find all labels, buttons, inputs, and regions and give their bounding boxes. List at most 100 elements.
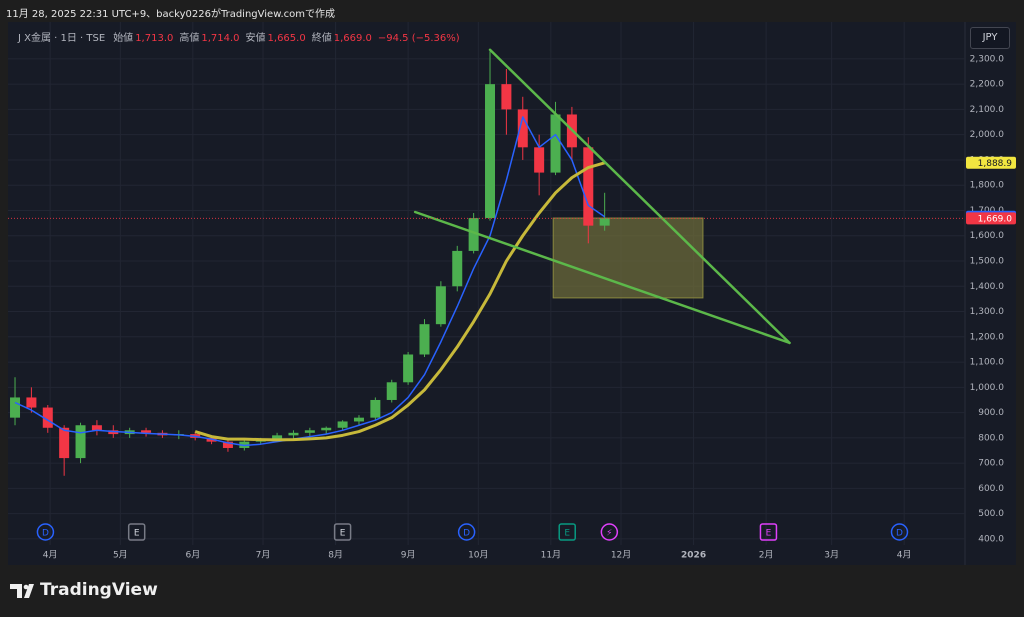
legend-text: 高値 <box>179 33 200 44</box>
x-tick-label: 12月 <box>611 550 631 561</box>
event-label: E <box>766 529 772 539</box>
event-label: E <box>134 529 140 539</box>
x-tick-label: 2026 <box>681 551 706 561</box>
x-tick-label: 8月 <box>328 550 343 561</box>
candle-body <box>304 430 315 433</box>
caption: 11月 28, 2025 22:31 UTC+9、backy0226がTradi… <box>6 9 335 20</box>
y-tick-label: 2,300.0 <box>970 54 1005 64</box>
event-label: ⚡ <box>606 529 612 539</box>
y-tick-label: 600.0 <box>978 484 1004 494</box>
y-tick-label: 2,000.0 <box>970 130 1005 140</box>
x-tick-label: 5月 <box>113 550 128 561</box>
event-icon <box>36 523 55 541</box>
x-tick-label: 3月 <box>824 550 839 561</box>
legend-text: 1,713.0 <box>135 33 174 44</box>
y-tick-label: 1,300.0 <box>970 307 1005 317</box>
candle-body <box>534 147 545 173</box>
candle-body <box>550 114 561 173</box>
event-label: D <box>463 529 470 539</box>
candle-body <box>42 407 53 428</box>
candle-body <box>485 84 496 219</box>
trend-line <box>488 48 791 345</box>
x-tick-label: 10月 <box>468 550 488 561</box>
candle-body <box>583 147 594 226</box>
logo-mark <box>10 584 34 598</box>
candle-body <box>321 427 332 431</box>
y-tick-label: 2,100.0 <box>970 105 1005 115</box>
legend-text: −94.5 (−5.36%) <box>377 33 460 44</box>
candle-body <box>386 382 397 400</box>
price-tag-label: 1,888.9 <box>978 159 1013 169</box>
legend-text: 始値 <box>113 33 134 44</box>
legend-text: 1,665.0 <box>267 33 306 44</box>
legend-text: 終値 <box>311 33 332 44</box>
event-icon <box>333 523 352 541</box>
event-icon <box>558 523 576 541</box>
candle-body <box>26 397 37 408</box>
candle-body <box>517 109 528 148</box>
legend-text: 安値 <box>245 33 266 44</box>
candle-body <box>288 432 299 436</box>
y-tick-label: 500.0 <box>978 509 1004 519</box>
event-icon <box>457 523 476 541</box>
y-tick-label: 1,200.0 <box>970 332 1005 342</box>
candle-body <box>353 417 364 422</box>
y-tick-label: 1,100.0 <box>970 358 1005 368</box>
legend-text: 1,714.0 <box>201 33 240 44</box>
candle-body <box>452 250 463 287</box>
currency-button[interactable]: JPY <box>970 27 1010 49</box>
y-tick-label: 1,800.0 <box>970 181 1005 191</box>
event-icon <box>890 523 909 541</box>
chart-panel <box>8 22 1016 565</box>
event-label: D <box>42 529 49 539</box>
price-tag <box>966 156 1016 169</box>
x-tick-label: 9月 <box>401 550 416 561</box>
candle-body <box>599 218 610 226</box>
y-tick-label: 1,400.0 <box>970 282 1005 292</box>
x-tick-label: 6月 <box>185 550 200 561</box>
candle-body <box>403 354 414 383</box>
plot: 400.0 500.0 600.0 700.0 800.0 900.0 1,000.0 1,1… <box>8 22 1016 561</box>
candle-body <box>501 84 512 110</box>
brand: TradingView <box>40 580 158 600</box>
candle-body <box>337 421 348 428</box>
x-tick-label: 2月 <box>759 550 774 561</box>
symbol-legend: J X金属 · 1日 · TSE 始値 1,713.0 高値 1,714.0 安値 1,66… <box>18 29 466 44</box>
candle-body <box>10 397 21 418</box>
event-icon <box>759 523 778 541</box>
y-tick-label: 900.0 <box>978 408 1004 418</box>
price-tag-label: 1,669.0 <box>978 214 1013 224</box>
candle-body <box>141 430 152 433</box>
event-label: E <box>564 529 570 539</box>
candle-body <box>59 427 70 459</box>
trend-line <box>413 210 791 345</box>
candle-body <box>75 425 86 459</box>
candle-body <box>435 286 446 325</box>
event-icon <box>600 523 619 541</box>
x-tick-label: 4月 <box>897 550 912 561</box>
moving-average <box>194 161 606 442</box>
candle-body <box>370 399 381 418</box>
moving-average <box>14 116 606 447</box>
y-tick-label: 700.0 <box>978 459 1004 469</box>
y-tick-label: 1,600.0 <box>970 231 1005 241</box>
y-tick-label: 2,200.0 <box>970 80 1005 90</box>
legend-text: J X金属 · 1日 · TSE <box>18 33 106 44</box>
event-label: D <box>896 529 903 539</box>
price-tag <box>966 212 1016 225</box>
y-tick-label: 1,000.0 <box>970 383 1005 393</box>
y-tick-label: 800.0 <box>978 433 1004 443</box>
event-label: E <box>340 529 346 539</box>
x-tick-label: 11月 <box>541 550 561 561</box>
y-tick-label: 400.0 <box>978 534 1004 544</box>
y-tick-label: 1,500.0 <box>970 257 1005 267</box>
candle-body <box>91 425 102 431</box>
event-icon <box>127 523 146 541</box>
legend-text: 1,669.0 <box>333 33 372 44</box>
candle-body <box>419 324 430 355</box>
candle-body <box>272 435 283 440</box>
x-tick-label: 7月 <box>256 550 271 561</box>
x-tick-label: 4月 <box>43 550 58 561</box>
